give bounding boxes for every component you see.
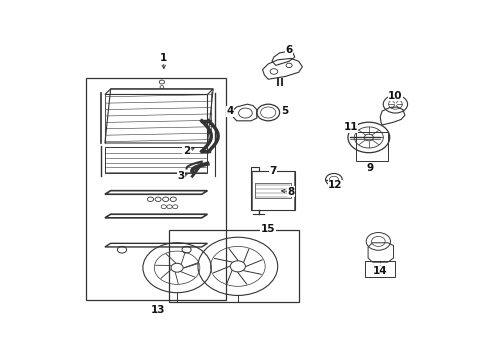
Text: 7: 7 xyxy=(269,166,276,176)
Bar xyxy=(255,183,291,198)
Text: 14: 14 xyxy=(373,266,388,276)
Text: 15: 15 xyxy=(261,224,275,234)
Bar xyxy=(251,171,295,210)
Text: 2: 2 xyxy=(183,146,190,156)
Text: 8: 8 xyxy=(287,186,294,197)
Text: 10: 10 xyxy=(388,91,403,101)
Bar xyxy=(170,230,298,302)
Text: 6: 6 xyxy=(286,45,293,55)
Text: 1: 1 xyxy=(160,53,168,63)
Bar xyxy=(365,261,395,278)
Text: 4: 4 xyxy=(226,106,234,116)
Text: 13: 13 xyxy=(151,305,165,315)
Bar xyxy=(356,132,388,161)
Text: 5: 5 xyxy=(282,106,289,116)
Text: 11: 11 xyxy=(343,122,358,132)
Text: 9: 9 xyxy=(367,163,373,174)
Text: 12: 12 xyxy=(328,180,343,190)
Bar xyxy=(86,78,226,300)
Text: 3: 3 xyxy=(177,171,185,181)
